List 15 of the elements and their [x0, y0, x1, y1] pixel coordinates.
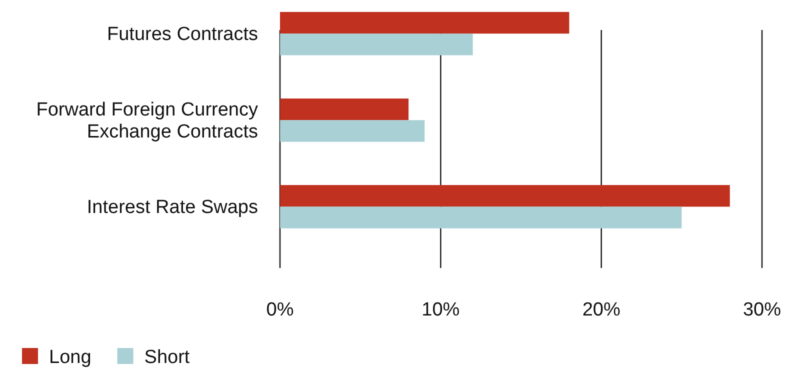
x-tick-label: 30%: [742, 299, 782, 320]
y-tick-label: Futures Contracts: [107, 24, 258, 46]
bar: [280, 12, 570, 34]
bar: [280, 185, 730, 207]
bar: [280, 206, 682, 228]
legend-label: Short: [144, 347, 190, 368]
y-tick-label: Interest Rate Swaps: [86, 197, 258, 218]
x-tick-label: 0%: [266, 299, 294, 320]
legend-label: Long: [49, 347, 92, 368]
bar: [280, 34, 473, 56]
x-tick-label: 20%: [582, 299, 620, 320]
bar: [280, 120, 425, 142]
bar: [280, 98, 409, 120]
y-tick-label: Forward Foreign Currency Exchange Contracts: [36, 100, 258, 143]
x-tick-label: 10%: [422, 299, 460, 320]
